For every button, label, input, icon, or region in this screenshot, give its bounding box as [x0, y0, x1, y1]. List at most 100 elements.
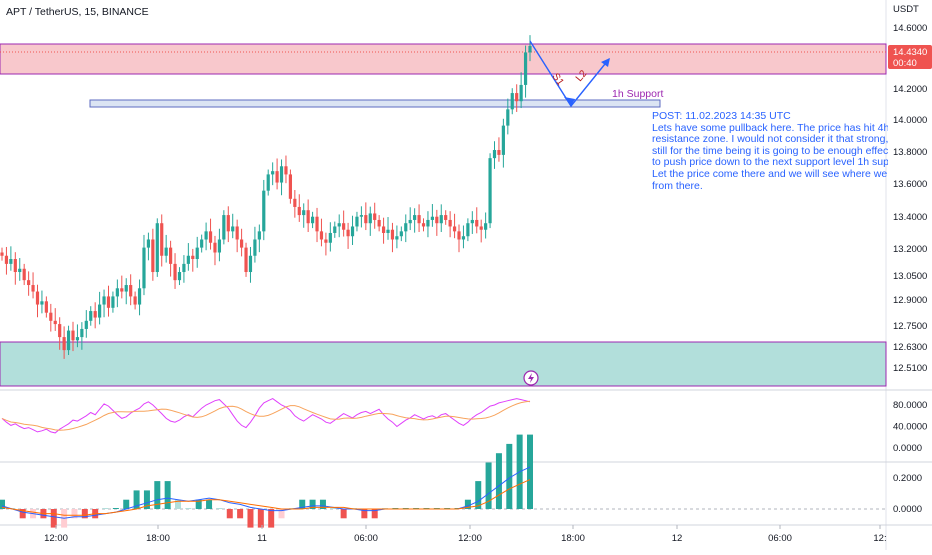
candle-body [430, 216, 434, 220]
trade-note[interactable]: POST: 11.02.2023 14:35 UTC Lets have som… [652, 111, 888, 192]
candle-body [213, 242, 217, 253]
candle-body [155, 223, 159, 273]
macd-tick-label: 0.2000 [893, 473, 922, 484]
candle-body [111, 296, 115, 308]
resistance-zone[interactable] [0, 43, 887, 75]
macd-histogram-bar [185, 508, 192, 509]
candle-body [13, 259, 17, 273]
macd-histogram-bar [112, 508, 119, 509]
candle-body [466, 223, 470, 237]
symbol-title: APT / TetherUS, 15, BINANCE [6, 6, 149, 18]
candle-body [306, 210, 310, 224]
candle-body [515, 93, 519, 102]
note-line: from there. [652, 179, 703, 192]
macd-histogram-bar [495, 453, 502, 509]
candle-body [519, 84, 523, 102]
candle-body [293, 198, 297, 207]
macd-histogram-bar [175, 499, 181, 509]
macd-histogram-bar [268, 509, 275, 528]
price-tick-label: 12.5100 [893, 363, 927, 374]
candle-body [346, 229, 350, 237]
time-tick-label: 18:00 [561, 533, 585, 544]
time-tick-label: 12:00 [458, 533, 482, 544]
note-line: POST: 11.02.2023 14:35 UTC [652, 111, 791, 122]
price-tick-label: 12.7500 [893, 321, 927, 332]
macd-histogram-bar [195, 499, 202, 509]
time-tick-label: 12:00 [44, 533, 68, 544]
macd-histogram-bar [71, 509, 78, 519]
candle-body [177, 272, 182, 281]
candle-body [319, 231, 324, 240]
time-tick-label: 11 [257, 533, 267, 544]
candle-body [160, 223, 164, 256]
candle-body [124, 285, 128, 292]
candle-body [248, 255, 253, 273]
candle-body [115, 288, 119, 297]
candle-body [151, 239, 155, 273]
time-tick-label: 12 [672, 533, 683, 544]
candle-body [350, 226, 355, 237]
candle-body [106, 296, 111, 308]
candle-body [191, 255, 195, 260]
macd-histogram-bar [319, 499, 326, 509]
candle-body [404, 223, 408, 232]
candle-body [80, 328, 84, 338]
macd-histogram-bar [102, 508, 109, 509]
candle-body [35, 291, 40, 305]
support-1h-zone[interactable] [89, 99, 661, 108]
candle-body [395, 236, 399, 240]
candle-body [479, 226, 483, 230]
candle-body [501, 125, 505, 155]
time-tick-label: 06:00 [768, 533, 792, 544]
current-price-tag [888, 45, 932, 69]
macd-histogram-bar [216, 508, 223, 509]
support-zone[interactable] [0, 341, 887, 387]
macd-histogram-bar [257, 509, 264, 528]
time-tick-label: 12: [873, 533, 886, 544]
candle-body [208, 231, 213, 243]
price-tick-label: 14.2000 [893, 84, 927, 95]
candle-body [186, 255, 190, 264]
note-line: Lets have some pullback here. The price … [652, 121, 888, 134]
macd-histogram-bar [506, 443, 513, 509]
candle-body [235, 226, 239, 240]
time-tick-label: 18:00 [146, 533, 170, 544]
price-tick-label: 14.6000 [893, 23, 927, 34]
macd-histogram-bar [123, 499, 130, 509]
candle-body [200, 239, 204, 248]
note-line: to push price down to the next support l… [652, 156, 888, 169]
candle-body [310, 216, 315, 224]
candle-body [129, 285, 133, 297]
time-tick-label: 06:00 [354, 533, 378, 544]
candle-body [93, 311, 97, 318]
rsi-tick-label: 80.0000 [893, 400, 927, 411]
price-tick-label: 13.4000 [893, 212, 927, 223]
candle-body [488, 158, 492, 224]
candle-body [342, 223, 346, 230]
candle-body [75, 337, 80, 341]
macd-histogram-bar [278, 509, 285, 519]
candle-body [62, 337, 66, 351]
candle-body [244, 247, 248, 273]
macd-histogram-bar [226, 509, 233, 519]
candle-body [89, 311, 93, 321]
macd-histogram-bar [371, 509, 378, 519]
macd-histogram-bar [133, 490, 140, 509]
candle-body [195, 247, 199, 260]
note-line: still for the time being it is going to … [652, 144, 888, 157]
candle-body [528, 45, 532, 53]
macd-histogram-bar [475, 481, 482, 509]
macd-histogram-bar [527, 434, 533, 509]
candle-body [98, 304, 102, 318]
candle-body [470, 219, 474, 224]
candle-body [53, 320, 57, 325]
candle-body [231, 226, 235, 232]
candle-body [484, 223, 488, 230]
candle-body [510, 93, 514, 110]
macd-line [1, 466, 531, 519]
candle-body [461, 236, 466, 240]
candle-body [279, 166, 284, 183]
candle-body [386, 229, 390, 233]
